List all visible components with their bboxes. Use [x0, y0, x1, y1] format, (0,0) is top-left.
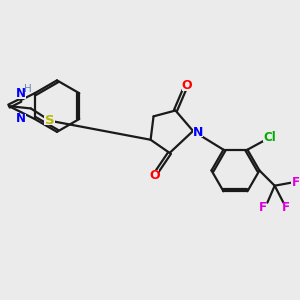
- Text: F: F: [258, 201, 266, 214]
- FancyBboxPatch shape: [258, 204, 267, 212]
- Text: N: N: [16, 87, 26, 101]
- FancyBboxPatch shape: [150, 170, 159, 180]
- Text: O: O: [181, 79, 192, 92]
- FancyBboxPatch shape: [291, 179, 300, 187]
- FancyBboxPatch shape: [16, 89, 26, 99]
- Text: S: S: [45, 114, 55, 127]
- FancyBboxPatch shape: [263, 134, 275, 142]
- Text: N: N: [16, 112, 26, 125]
- Text: Cl: Cl: [263, 131, 276, 145]
- Text: N: N: [193, 126, 203, 139]
- Text: O: O: [149, 169, 160, 182]
- FancyBboxPatch shape: [193, 128, 203, 137]
- FancyBboxPatch shape: [281, 204, 290, 212]
- FancyBboxPatch shape: [16, 114, 26, 123]
- Text: F: F: [292, 176, 300, 189]
- FancyBboxPatch shape: [44, 116, 56, 125]
- Text: F: F: [282, 201, 290, 214]
- FancyBboxPatch shape: [182, 81, 191, 91]
- Text: H: H: [24, 84, 32, 94]
